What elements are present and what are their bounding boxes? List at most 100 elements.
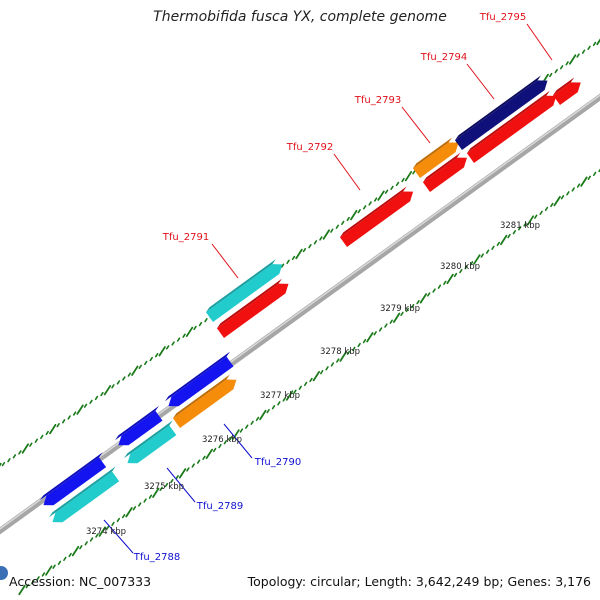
scale-label: 3281 kbp: [500, 221, 540, 231]
outer-tick: [116, 380, 121, 385]
gene-label-tfu_2794[interactable]: Tfu_2794: [420, 52, 467, 63]
outer-tick: [193, 325, 197, 331]
gene-arrow-navy[interactable]: [454, 80, 548, 150]
inner-tick: [357, 342, 361, 348]
outer-tick: [1, 461, 6, 467]
gene-arrow-red[interactable]: [466, 95, 557, 163]
inner-tick: [378, 327, 383, 332]
outer-tick: [549, 72, 553, 78]
outer-tick: [291, 255, 296, 261]
inner-tick: [587, 175, 591, 180]
scale-label: 3279 kbp: [380, 304, 420, 314]
outer-tick: [131, 365, 139, 376]
inner-tick: [539, 210, 543, 215]
gene-arrow-cyan[interactable]: [205, 264, 283, 322]
gene-arrow-blue[interactable]: [118, 410, 163, 446]
inner-tick: [143, 498, 147, 503]
inner-tick: [550, 202, 554, 208]
inner-tick: [518, 226, 522, 231]
inner-tick: [560, 195, 565, 200]
scale-label: 3278 kbp: [320, 347, 360, 357]
inner-tick: [336, 358, 340, 363]
outer-tick: [100, 391, 104, 397]
inner-tick: [229, 436, 233, 441]
gene-arrow-blue[interactable]: [168, 356, 234, 407]
inner-tick: [191, 463, 195, 468]
outer-tick: [401, 177, 405, 183]
outer-tick: [377, 190, 385, 201]
outer-tick: [40, 434, 44, 440]
globe-icon[interactable]: [0, 566, 8, 580]
inner-tick: [223, 440, 228, 445]
gene-label-tfu_2792[interactable]: Tfu_2792: [286, 142, 333, 153]
gene-arrow-orange[interactable]: [412, 142, 459, 178]
outer-tick: [127, 372, 132, 377]
gene-label-tfu_2788[interactable]: Tfu_2788: [133, 552, 180, 563]
outer-tick: [319, 236, 323, 241]
inner-tick: [437, 284, 442, 289]
inner-tick: [95, 533, 99, 538]
gene-label-tfu_2795[interactable]: Tfu_2795: [479, 12, 526, 23]
outer-tick: [176, 337, 181, 342]
outer-tick: [404, 171, 413, 182]
scale-label: 3276 kbp: [202, 435, 242, 445]
gene-arrow-face: [164, 351, 230, 402]
gene-arrow-face: [205, 259, 276, 313]
gene-label-tfu_2793[interactable]: Tfu_2793: [354, 95, 401, 106]
inner-tick: [125, 507, 133, 518]
genome-summary-text: Topology: circular; Length: 3,642,249 bp…: [247, 574, 591, 589]
gene-arrow-red[interactable]: [552, 82, 581, 105]
gene-label-tfu_2789[interactable]: Tfu_2789: [196, 501, 243, 512]
outer-tick: [198, 321, 203, 327]
inner-tick: [138, 502, 142, 507]
gene-arrow-cyan[interactable]: [52, 471, 120, 523]
gene-arrow-red[interactable]: [216, 283, 289, 338]
outer-tick: [204, 317, 208, 323]
inner-tick: [491, 245, 495, 250]
outer-tick: [18, 450, 22, 455]
gene-arrow-cyan[interactable]: [127, 425, 177, 464]
inner-tick: [496, 241, 500, 247]
inner-tick: [271, 405, 276, 410]
inner-tick: [250, 420, 254, 425]
outer-tick: [155, 353, 159, 358]
gene-label-tfu_2791[interactable]: Tfu_2791: [162, 232, 209, 243]
genome-title: Thermobifida fusca YX, complete genome: [153, 9, 447, 25]
gene-features[interactable]: [39, 75, 581, 523]
outer-tick: [34, 438, 38, 443]
outer-tick: [313, 240, 318, 245]
inner-tick: [36, 576, 40, 581]
outer-tick: [308, 244, 312, 249]
outer-tick: [357, 209, 361, 214]
outer-tick: [45, 430, 49, 436]
outer-tick: [565, 61, 569, 66]
gene-arrow-face: [216, 278, 282, 329]
inner-tick: [553, 195, 561, 207]
callout-line: [223, 423, 253, 459]
outer-tick: [350, 209, 358, 221]
inner-tick: [446, 273, 454, 285]
callout-line: [401, 106, 431, 144]
gene-label-tfu_2790[interactable]: Tfu_2790: [254, 457, 301, 468]
inner-tick: [598, 168, 600, 173]
gene-arrow-face: [466, 90, 550, 154]
outer-tick: [122, 376, 126, 381]
gene-arrow-face: [48, 466, 116, 518]
inner-tick: [309, 377, 313, 383]
scale-label: 3280 kbp: [440, 262, 480, 272]
outer-tick: [554, 68, 558, 74]
gene-arrow-orange[interactable]: [172, 379, 237, 428]
gene-arrow-red[interactable]: [339, 191, 414, 247]
inner-tick: [312, 370, 321, 382]
outer-tick: [83, 403, 88, 408]
inner-tick: [282, 397, 286, 402]
gene-arrow-red[interactable]: [422, 157, 467, 192]
inner-tick: [259, 409, 267, 421]
gene-arrow-face: [39, 452, 103, 501]
gene-arrow-blue[interactable]: [43, 457, 107, 506]
inner-tick: [277, 401, 281, 406]
inner-tick: [298, 385, 302, 390]
inner-tick: [25, 583, 30, 589]
inner-tick: [79, 545, 83, 550]
